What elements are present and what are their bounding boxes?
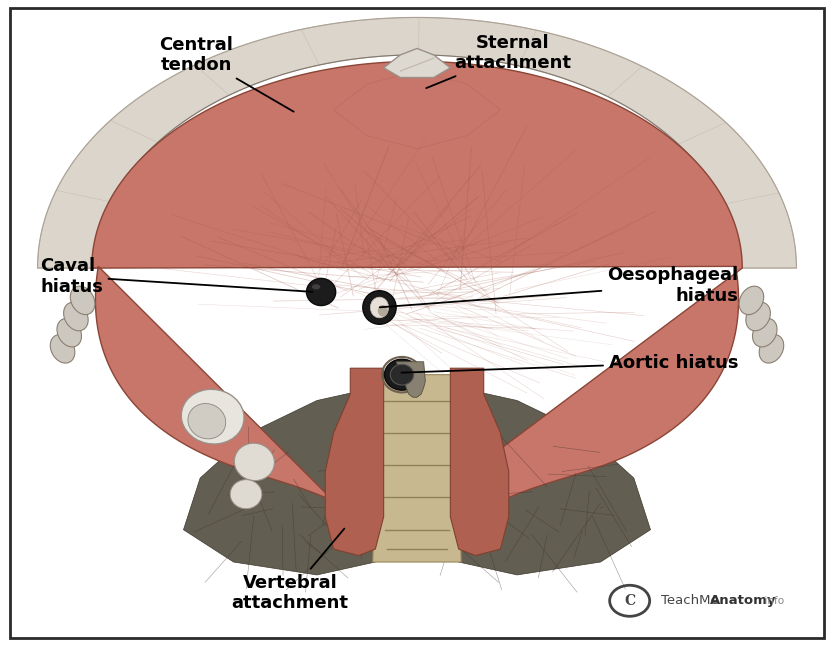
Ellipse shape [739, 286, 764, 315]
Polygon shape [334, 71, 500, 149]
Polygon shape [396, 362, 425, 397]
Ellipse shape [759, 335, 784, 363]
Text: Anatomy: Anatomy [710, 594, 776, 607]
Ellipse shape [234, 443, 274, 481]
Ellipse shape [230, 479, 262, 509]
Ellipse shape [363, 291, 396, 324]
Polygon shape [434, 388, 651, 575]
Ellipse shape [384, 359, 420, 390]
Polygon shape [183, 388, 400, 575]
Polygon shape [38, 17, 796, 268]
Text: .info: .info [761, 596, 785, 606]
Text: Oesophageal
hiatus: Oesophageal hiatus [379, 266, 738, 307]
Ellipse shape [70, 286, 95, 315]
Polygon shape [384, 48, 450, 78]
Text: Aortic hiatus: Aortic hiatus [401, 354, 738, 373]
Text: C: C [624, 594, 636, 608]
Ellipse shape [378, 305, 388, 317]
Ellipse shape [181, 390, 244, 444]
Text: TeachMe: TeachMe [661, 594, 719, 607]
Ellipse shape [50, 335, 75, 363]
Ellipse shape [746, 302, 771, 331]
Ellipse shape [370, 297, 389, 318]
Text: Central
tendon: Central tendon [159, 36, 294, 112]
Polygon shape [325, 368, 384, 556]
Polygon shape [450, 368, 509, 556]
Ellipse shape [188, 404, 226, 439]
Polygon shape [92, 61, 742, 561]
Ellipse shape [390, 364, 414, 385]
Polygon shape [373, 375, 461, 562]
Ellipse shape [57, 318, 82, 347]
Ellipse shape [63, 302, 88, 331]
Text: Caval
hiatus: Caval hiatus [40, 257, 313, 296]
Ellipse shape [307, 278, 335, 306]
Text: Vertebral
attachment: Vertebral attachment [232, 528, 349, 612]
Ellipse shape [752, 318, 777, 347]
Ellipse shape [312, 284, 320, 289]
Text: Sternal
attachment: Sternal attachment [426, 34, 571, 88]
